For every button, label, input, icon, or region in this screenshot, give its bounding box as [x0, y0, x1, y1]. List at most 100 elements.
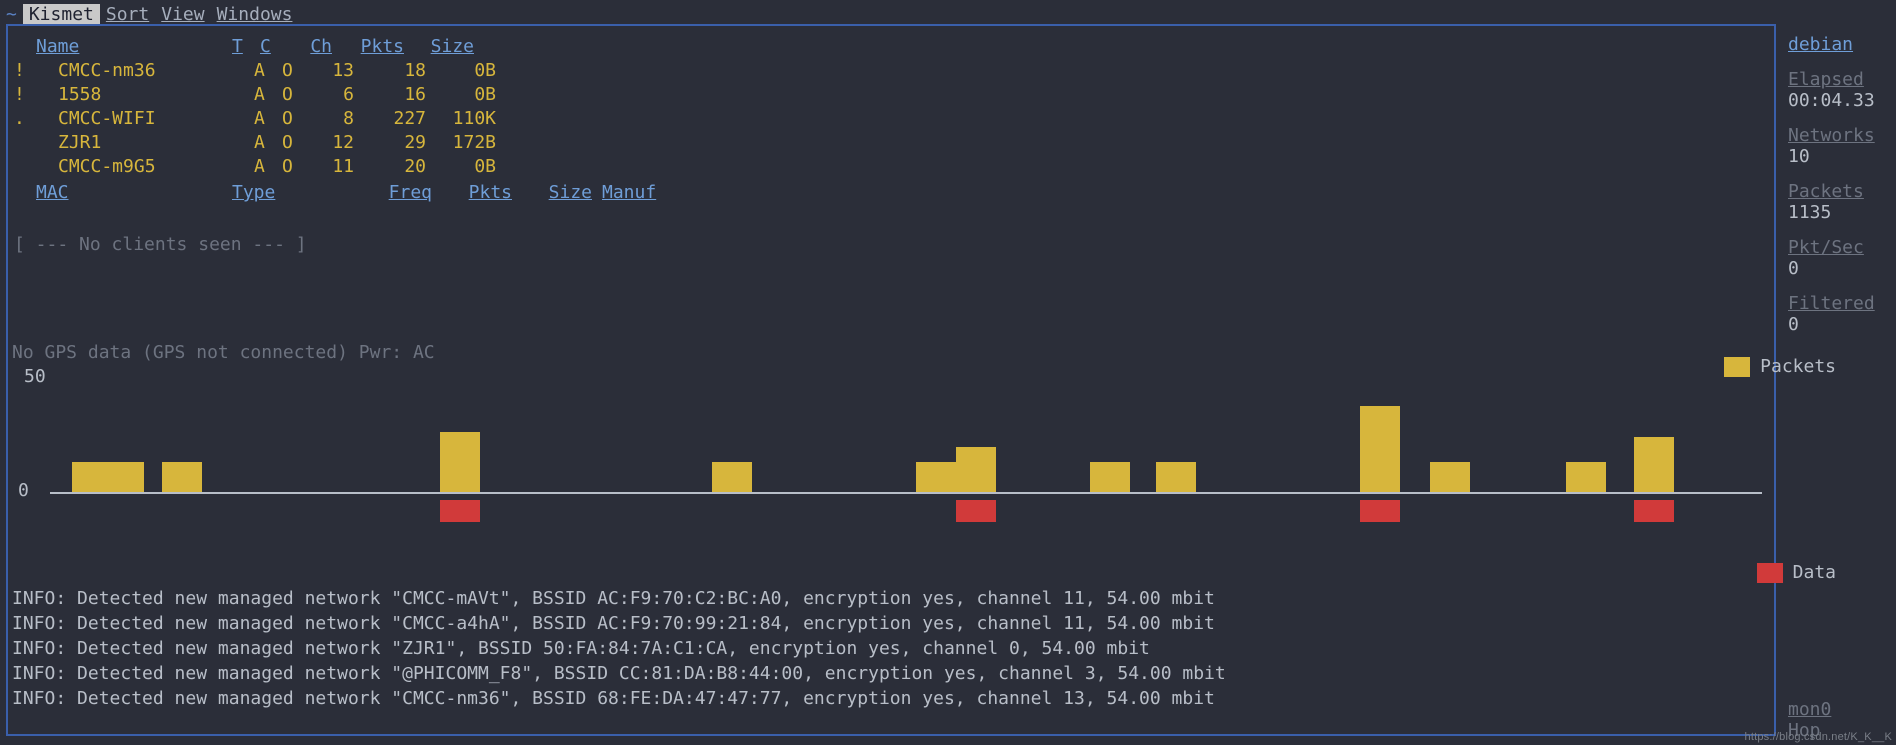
packets-bar	[1360, 406, 1400, 492]
filtered-label: Filtered	[1788, 293, 1896, 314]
elapsed-value: 00:04.33	[1788, 90, 1896, 111]
network-header-row: Name T C Ch Pkts Size	[6, 36, 1776, 58]
network-ch: 12	[310, 132, 354, 153]
pktsec-label: Pkt/Sec	[1788, 237, 1896, 258]
network-ch: 11	[310, 156, 354, 177]
network-pkts: 29	[354, 132, 426, 153]
network-c: O	[282, 132, 310, 153]
col-header-c: C	[260, 36, 288, 58]
menu-sort[interactable]: Sort	[100, 4, 155, 25]
y-axis-zero-label: 0	[18, 480, 29, 501]
col-header-manuf: Manuf	[592, 182, 712, 204]
network-ch: 6	[310, 84, 354, 105]
network-size: 0B	[426, 84, 496, 105]
log-line: INFO: Detected new managed network "ZJR1…	[12, 636, 1226, 661]
packets-bars	[50, 366, 1762, 492]
network-ch: 13	[310, 60, 354, 81]
network-row[interactable]: .CMCC-WIFIAO8227110K	[6, 106, 606, 130]
network-row[interactable]: CMCC-m9G5AO11200B	[6, 154, 606, 178]
network-c: O	[282, 108, 310, 129]
menubar: ~ Kismet Sort View Windows	[0, 4, 1896, 24]
col-header-name: Name	[36, 36, 232, 58]
packets-bar	[916, 462, 956, 492]
log-line: INFO: Detected new managed network "CMCC…	[12, 611, 1226, 636]
packet-chart: 50 0	[16, 366, 1762, 546]
legend-packets-label: Packets	[1760, 356, 1836, 377]
gps-status-line: No GPS data (GPS not connected) Pwr: AC	[12, 342, 435, 363]
col-header-size: Size	[404, 36, 474, 58]
packets-bar	[1156, 462, 1196, 492]
network-pkts: 20	[354, 156, 426, 177]
y-axis-max-label: 50	[24, 366, 46, 387]
elapsed-label: Elapsed	[1788, 69, 1896, 90]
col-header-size2: Size	[512, 182, 592, 204]
network-ch: 8	[310, 108, 354, 129]
network-c: O	[282, 84, 310, 105]
network-name: ZJR1	[58, 132, 254, 153]
col-header-pkts2: Pkts	[432, 182, 512, 204]
data-bar	[956, 500, 996, 522]
networks-value: 10	[1788, 146, 1896, 167]
menubar-prefix: ~	[0, 4, 23, 25]
packets-bar	[72, 462, 144, 492]
packets-bar	[1634, 437, 1674, 492]
packets-bar	[440, 432, 480, 492]
col-header-type: Type	[232, 182, 352, 204]
networks-label: Networks	[1788, 125, 1896, 146]
data-bar	[1634, 500, 1674, 522]
packets-bar	[1430, 462, 1470, 492]
network-list[interactable]: !CMCC-nm36AO13180B!1558AO6160B.CMCC-WIFI…	[6, 58, 606, 178]
network-name: CMCC-m9G5	[58, 156, 254, 177]
packets-bar	[162, 462, 202, 492]
network-flag: .	[6, 108, 28, 129]
packets-bar	[1566, 462, 1606, 492]
network-size: 172B	[426, 132, 496, 153]
kismet-window: ~ Kismet Sort View Windows Name T C Ch P…	[0, 0, 1896, 745]
no-clients-message: [ --- No clients seen --- ]	[14, 234, 307, 255]
network-pkts: 16	[354, 84, 426, 105]
network-name: CMCC-WIFI	[58, 108, 254, 129]
filtered-value: 0	[1788, 314, 1896, 335]
network-row[interactable]: !1558AO6160B	[6, 82, 606, 106]
network-t: A	[254, 132, 282, 153]
watermark: https://blog.csdn.net/K_K__K	[1745, 731, 1892, 743]
packets-bar	[712, 462, 752, 492]
menu-view[interactable]: View	[155, 4, 210, 25]
menu-windows[interactable]: Windows	[211, 4, 299, 25]
log-line: INFO: Detected new managed network "@PHI…	[12, 661, 1226, 686]
legend-packets-swatch	[1724, 357, 1750, 377]
pktsec-value: 0	[1788, 258, 1896, 279]
network-flag: !	[6, 60, 28, 81]
hostname: debian	[1788, 34, 1896, 55]
menu-kismet[interactable]: Kismet	[23, 4, 100, 25]
stats-sidebar: debian Elapsed 00:04.33 Networks 10 Pack…	[1788, 28, 1896, 335]
col-header-mac: MAC	[36, 182, 232, 204]
legend-data-label: Data	[1793, 562, 1836, 583]
col-header-pkts: Pkts	[332, 36, 404, 58]
packets-value: 1135	[1788, 202, 1896, 223]
legend-data: Data	[1757, 562, 1836, 583]
network-c: O	[282, 60, 310, 81]
network-row[interactable]: ZJR1AO1229172B	[6, 130, 606, 154]
x-axis-line	[50, 492, 1762, 494]
client-header-row: MAC Type Freq Pkts Size Manuf	[6, 182, 712, 204]
packets-bar	[956, 447, 996, 492]
network-pkts: 18	[354, 60, 426, 81]
col-header-ch: Ch	[288, 36, 332, 58]
packets-label: Packets	[1788, 181, 1896, 202]
legend-packets: Packets	[1724, 356, 1836, 377]
log-line: INFO: Detected new managed network "CMCC…	[12, 686, 1226, 711]
network-t: A	[254, 60, 282, 81]
network-name: CMCC-nm36	[58, 60, 254, 81]
log-panel[interactable]: INFO: Detected new managed network "CMCC…	[12, 586, 1226, 711]
network-row[interactable]: !CMCC-nm36AO13180B	[6, 58, 606, 82]
network-pkts: 227	[354, 108, 426, 129]
data-bar	[1360, 500, 1400, 522]
network-t: A	[254, 84, 282, 105]
col-header-freq: Freq	[352, 182, 432, 204]
network-size: 0B	[426, 156, 496, 177]
data-bar	[440, 500, 480, 522]
packets-bar	[1090, 462, 1130, 492]
network-t: A	[254, 156, 282, 177]
network-flag: !	[6, 84, 28, 105]
